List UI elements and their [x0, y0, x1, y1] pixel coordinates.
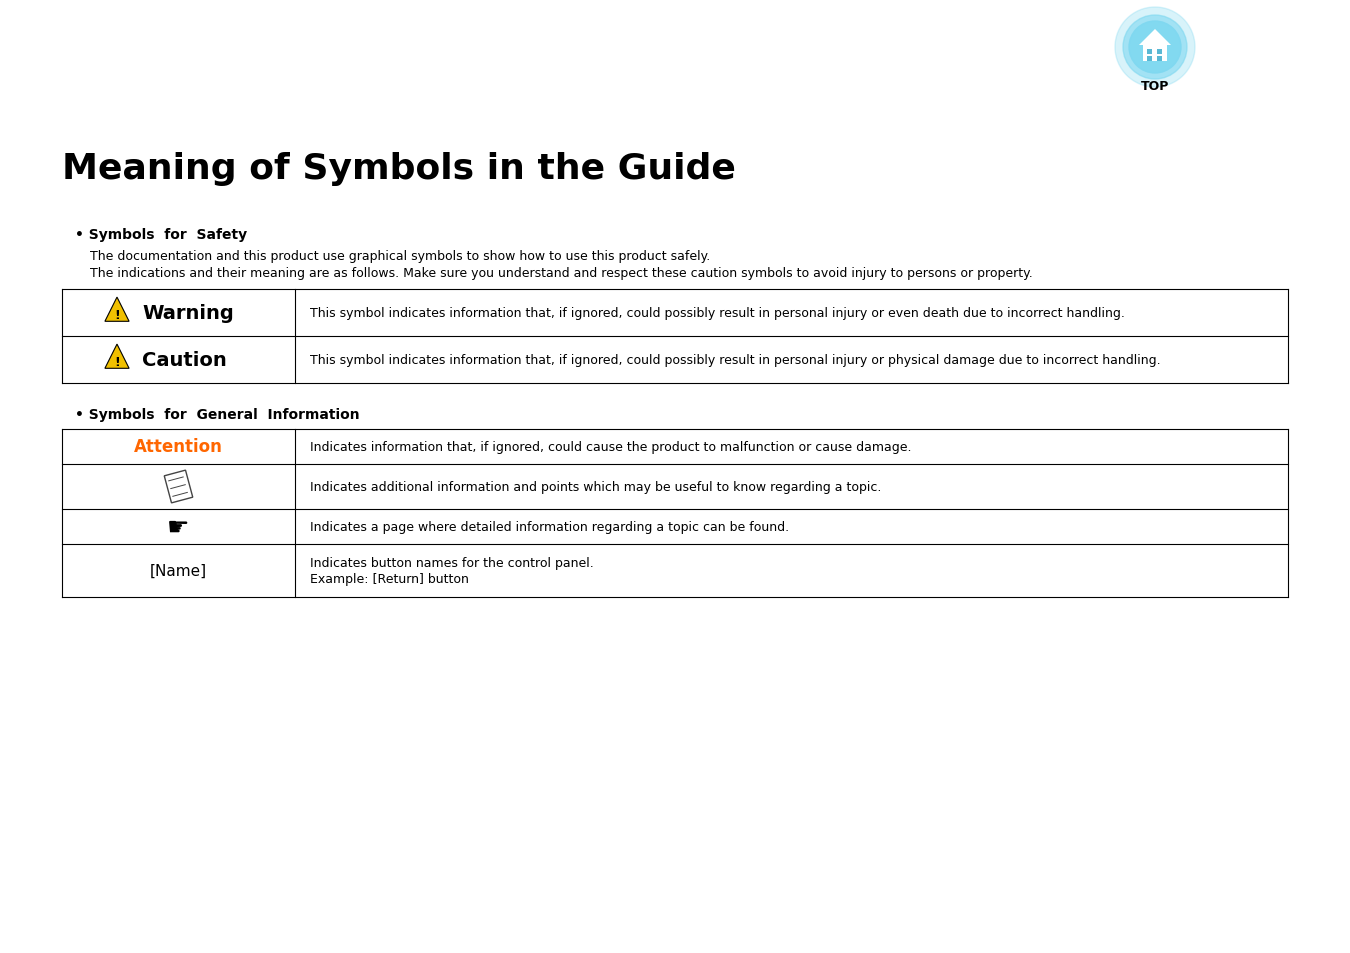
Polygon shape	[1157, 57, 1162, 62]
Text: This symbol indicates information that, if ignored, could possibly result in per: This symbol indicates information that, …	[310, 354, 1161, 367]
Text: Meaning of Symbols in the Guide: Meaning of Symbols in the Guide	[62, 152, 736, 186]
Text: ☛: ☛	[167, 515, 190, 539]
Text: The indications and their meaning are as follows. Make sure you understand and r: The indications and their meaning are as…	[90, 267, 1033, 280]
Polygon shape	[165, 471, 193, 503]
Text: Indicates button names for the control panel.: Indicates button names for the control p…	[310, 557, 594, 570]
Circle shape	[1123, 16, 1187, 80]
Text: !: !	[115, 309, 120, 321]
Text: Indicates additional information and points which may be useful to know regardin: Indicates additional information and poi…	[310, 480, 882, 494]
Polygon shape	[62, 336, 1288, 384]
Polygon shape	[1157, 50, 1162, 55]
Text: [Name]: [Name]	[150, 563, 207, 578]
Text: Caution: Caution	[142, 351, 227, 370]
Text: This symbol indicates information that, if ignored, could possibly result in per: This symbol indicates information that, …	[310, 307, 1125, 319]
Text: Indicates information that, if ignored, could cause the product to malfunction o: Indicates information that, if ignored, …	[310, 440, 911, 454]
Polygon shape	[62, 290, 1288, 336]
Circle shape	[1129, 22, 1181, 74]
Circle shape	[1115, 8, 1195, 88]
Text: TOP: TOP	[1141, 80, 1169, 92]
Text: !: !	[115, 355, 120, 368]
Text: Example: [Return] button: Example: [Return] button	[310, 573, 468, 585]
Text: Attention: Attention	[134, 438, 223, 456]
Polygon shape	[1148, 50, 1152, 55]
Text: Warning: Warning	[142, 304, 234, 323]
Polygon shape	[1139, 30, 1170, 46]
Polygon shape	[1148, 57, 1152, 62]
Text: The documentation and this product use graphical symbols to show how to use this: The documentation and this product use g…	[90, 250, 710, 263]
Polygon shape	[1143, 46, 1166, 62]
Polygon shape	[105, 345, 130, 369]
Polygon shape	[105, 297, 130, 322]
Text: • Symbols  for  Safety: • Symbols for Safety	[76, 228, 247, 242]
Text: Indicates a page where detailed information regarding a topic can be found.: Indicates a page where detailed informat…	[310, 520, 790, 534]
Text: • Symbols  for  General  Information: • Symbols for General Information	[76, 408, 359, 421]
